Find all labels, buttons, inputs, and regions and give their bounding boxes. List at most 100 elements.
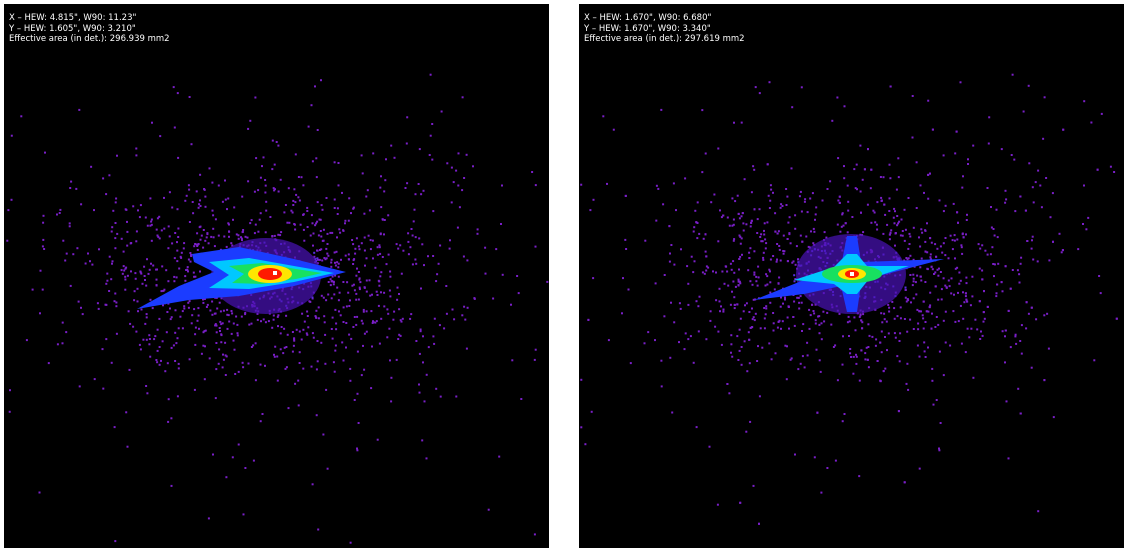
- photon: [343, 321, 345, 323]
- photon: [59, 209, 61, 211]
- photon: [338, 310, 340, 312]
- photon: [304, 321, 306, 323]
- photon: [809, 328, 811, 330]
- photon: [352, 243, 354, 245]
- photon: [202, 302, 204, 304]
- photon: [936, 399, 938, 401]
- photon: [769, 207, 771, 209]
- photon: [644, 240, 646, 242]
- photon: [189, 358, 191, 360]
- photon: [870, 169, 872, 171]
- photon: [898, 176, 900, 178]
- photon: [877, 360, 879, 362]
- photon: [97, 302, 99, 304]
- photon: [338, 299, 340, 301]
- photon: [701, 109, 703, 111]
- photon: [769, 281, 771, 283]
- photon: [668, 225, 670, 227]
- photon: [924, 281, 926, 283]
- photon: [105, 304, 107, 306]
- photon: [143, 266, 145, 268]
- photon: [70, 285, 72, 287]
- photon: [298, 176, 300, 178]
- photon: [768, 195, 770, 197]
- photon: [778, 321, 780, 323]
- photon: [534, 533, 536, 535]
- photon: [345, 322, 347, 324]
- photon: [1050, 216, 1052, 218]
- photon: [339, 292, 341, 294]
- photon: [112, 210, 114, 212]
- photon: [260, 320, 262, 322]
- photon: [331, 259, 333, 261]
- photon: [222, 201, 224, 203]
- photon: [261, 165, 263, 167]
- photon: [900, 234, 902, 236]
- photon: [206, 236, 208, 238]
- photon: [463, 306, 465, 308]
- photon: [606, 183, 608, 185]
- photon: [1085, 228, 1087, 230]
- photon: [144, 275, 146, 277]
- photon: [741, 122, 743, 124]
- photon: [786, 378, 788, 380]
- photon: [69, 222, 71, 224]
- photon: [364, 333, 366, 335]
- photon: [194, 243, 196, 245]
- photon: [966, 282, 968, 284]
- photon: [948, 257, 950, 259]
- photon: [286, 366, 288, 368]
- photon: [231, 310, 233, 312]
- photon: [881, 351, 883, 353]
- photon: [177, 228, 179, 230]
- photon: [592, 277, 594, 279]
- photon: [235, 316, 237, 318]
- photon: [176, 241, 178, 243]
- photon: [783, 253, 785, 255]
- photon: [386, 336, 388, 338]
- photon: [816, 412, 818, 414]
- photon: [165, 269, 167, 271]
- photon: [821, 322, 823, 324]
- photon: [320, 79, 322, 81]
- photon: [174, 232, 176, 234]
- photon: [116, 333, 118, 335]
- photon: [130, 270, 132, 272]
- photon: [326, 257, 328, 259]
- photon: [228, 230, 230, 232]
- photon: [191, 314, 193, 316]
- photon: [212, 454, 214, 456]
- photon: [208, 242, 210, 244]
- photon: [389, 276, 391, 278]
- photon: [127, 275, 129, 277]
- photon: [786, 204, 788, 206]
- photon: [916, 309, 918, 311]
- photon: [809, 198, 811, 200]
- photon: [327, 294, 329, 296]
- photon: [920, 228, 922, 230]
- photon: [749, 280, 751, 282]
- photon: [156, 269, 158, 271]
- photon: [1015, 343, 1017, 345]
- photon: [330, 266, 332, 268]
- photon: [1019, 340, 1021, 342]
- photon: [908, 197, 910, 199]
- photon: [780, 306, 782, 308]
- photon: [352, 208, 354, 210]
- photon: [198, 328, 200, 330]
- photon: [219, 327, 221, 329]
- photon: [837, 379, 839, 381]
- photon: [353, 259, 355, 261]
- photon: [882, 233, 884, 235]
- photon: [205, 206, 207, 208]
- photon: [254, 232, 256, 234]
- photon: [943, 154, 945, 156]
- photon: [775, 352, 777, 354]
- photon: [1028, 85, 1030, 87]
- photon: [848, 316, 850, 318]
- photon: [320, 236, 322, 238]
- photon: [800, 363, 802, 365]
- photon: [1048, 348, 1050, 350]
- photon: [230, 242, 232, 244]
- photon: [981, 270, 983, 272]
